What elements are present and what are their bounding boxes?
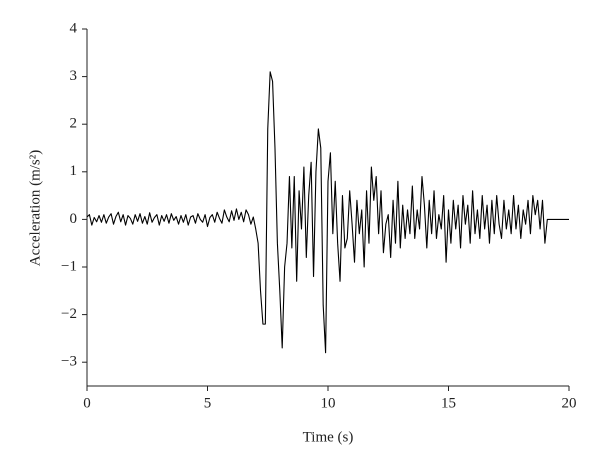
x-axis-label: Time (s)	[303, 429, 354, 445]
x-tick-label: 5	[204, 395, 212, 411]
y-tick-label: 3	[70, 68, 78, 84]
x-tick-label: 0	[83, 395, 91, 411]
y-tick-label: 1	[70, 163, 78, 179]
y-tick-label: −1	[61, 258, 77, 274]
y-tick-label: 4	[70, 20, 78, 36]
y-axis-label: Acceleration (m/s²)	[27, 150, 43, 267]
x-tick-label: 20	[562, 395, 577, 411]
x-tick-label: 10	[321, 395, 336, 411]
signal-line	[86, 71, 569, 354]
x-tick-label: 15	[441, 395, 456, 411]
y-tick-label: 0	[70, 211, 78, 227]
y-tick-label: −2	[61, 306, 77, 322]
y-tick-label: −3	[61, 354, 77, 370]
y-tick-label: 2	[70, 116, 78, 132]
